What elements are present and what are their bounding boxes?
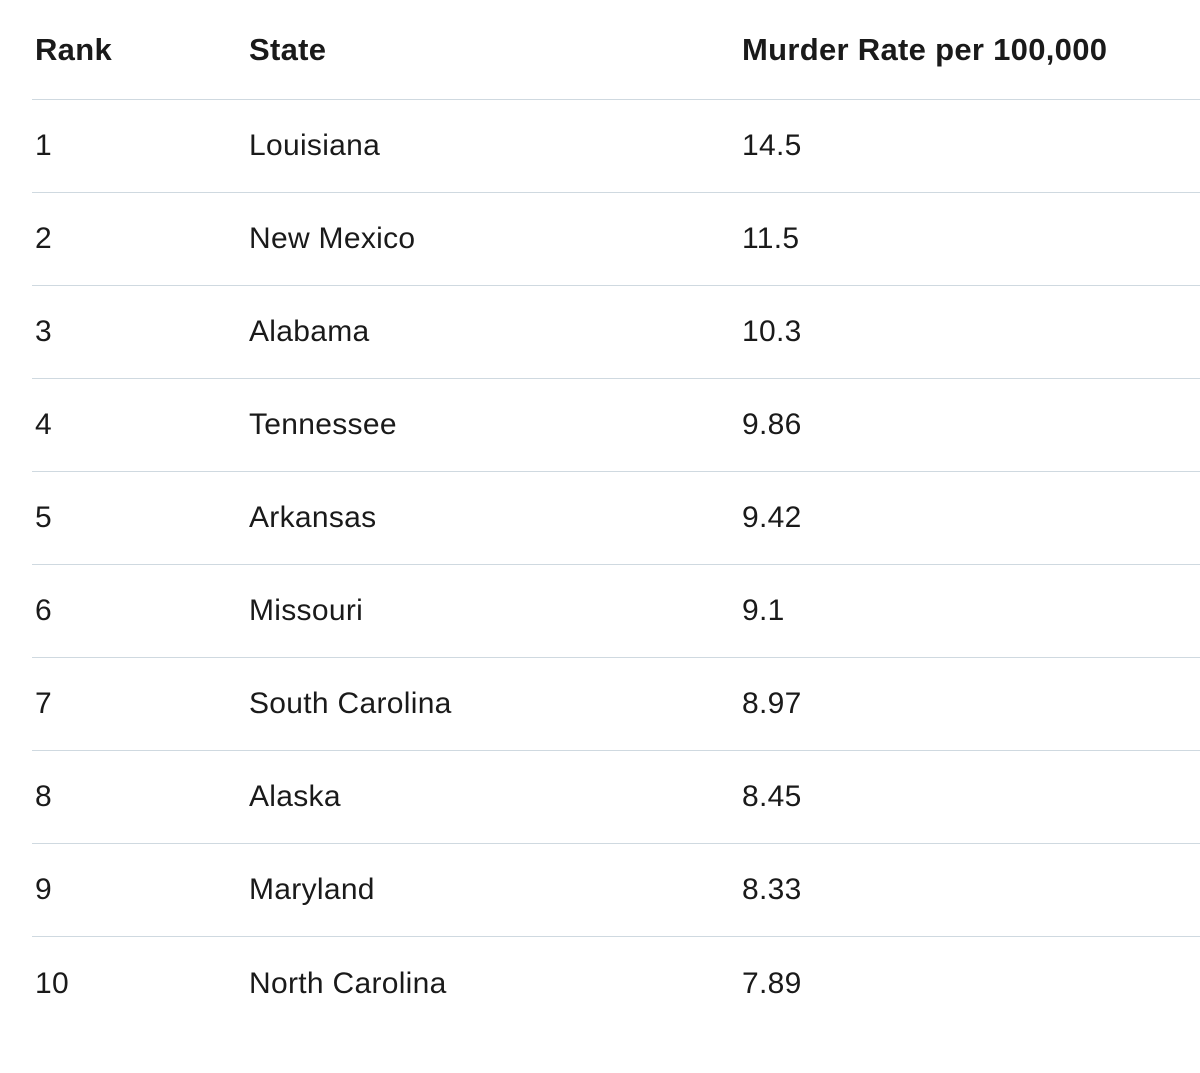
table-row: 6 Missouri 9.1 (32, 565, 1200, 658)
state-cell: Tennessee (249, 408, 397, 441)
table-row: 1 Louisiana 14.5 (32, 100, 1200, 193)
table-row: 8 Alaska 8.45 (32, 751, 1200, 844)
table-header-row: Rank State Murder Rate per 100,000 (32, 0, 1200, 100)
rank-cell: 8 (35, 780, 52, 813)
header-state: State (249, 31, 327, 67)
rate-cell: 7.89 (742, 966, 802, 1000)
rate-cell: 9.42 (742, 501, 802, 534)
table-row: 10 North Carolina 7.89 (32, 937, 1200, 1030)
header-murder-rate: Murder Rate per 100,000 (742, 31, 1108, 67)
table-row: 2 New Mexico 11.5 (32, 193, 1200, 286)
rank-cell: 10 (35, 966, 69, 1000)
table-row: 9 Maryland 8.33 (32, 844, 1200, 937)
rate-cell: 8.97 (742, 687, 802, 720)
state-cell: Alaska (249, 780, 341, 813)
state-cell: Maryland (249, 873, 375, 906)
rate-cell: 10.3 (742, 315, 802, 348)
rank-cell: 7 (35, 687, 52, 720)
rank-cell: 5 (35, 501, 52, 534)
rank-cell: 3 (35, 315, 52, 348)
state-cell: South Carolina (249, 687, 452, 720)
state-cell: Alabama (249, 315, 370, 348)
rate-cell: 8.33 (742, 873, 802, 906)
rank-cell: 2 (35, 222, 52, 255)
table-row: 3 Alabama 10.3 (32, 286, 1200, 379)
rate-cell: 8.45 (742, 780, 802, 813)
state-cell: Louisiana (249, 129, 381, 162)
rank-cell: 4 (35, 408, 52, 441)
table-row: 7 South Carolina 8.97 (32, 658, 1200, 751)
rate-cell: 9.1 (742, 594, 785, 627)
state-cell: Arkansas (249, 501, 377, 534)
state-cell: New Mexico (249, 222, 416, 255)
rate-cell: 14.5 (742, 129, 802, 162)
header-rank: Rank (35, 31, 113, 67)
table-row: 5 Arkansas 9.42 (32, 472, 1200, 565)
rank-cell: 6 (35, 594, 52, 627)
table-row: 4 Tennessee 9.86 (32, 379, 1200, 472)
state-cell: North Carolina (249, 966, 447, 1000)
state-cell: Missouri (249, 594, 364, 627)
rate-cell: 9.86 (742, 408, 802, 441)
murder-rate-table: Rank State Murder Rate per 100,000 1 Lou… (32, 0, 1200, 1030)
rank-cell: 1 (35, 129, 52, 162)
rate-cell: 11.5 (742, 222, 800, 255)
rank-cell: 9 (35, 873, 52, 906)
